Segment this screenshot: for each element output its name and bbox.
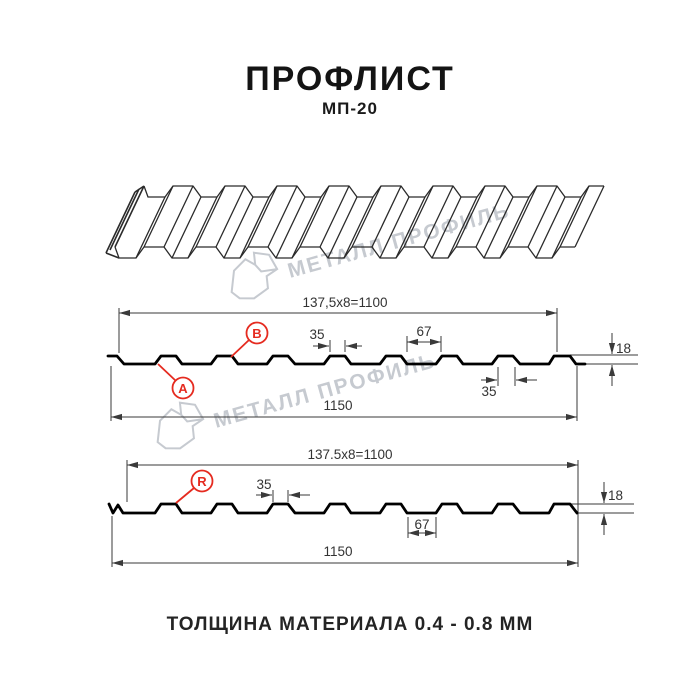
metall-profil-logo-icon [230,251,279,300]
profile-view-a: 137,5x8=1100 35 67 35 18 1150 [106,295,638,421]
profile-outline-a [106,354,587,366]
height-ref-lines [570,354,638,365]
callout-b: B [230,321,269,358]
dim-overall: 1150 [323,544,352,559]
dim-height: 18 [608,488,623,503]
dim-rib-top: 35 [256,477,271,492]
leader-line [230,339,250,358]
callout-r: R [175,469,214,504]
footer-note: ТОЛЩИНА МАТЕРИАЛА 0.4 - 0.8 ММ [166,614,534,635]
profile-outline-r [107,502,579,515]
height-ref-lines [570,503,634,514]
dim-rib-top: 35 [309,327,324,342]
dim-pitch: 137.5x8=1100 [308,447,393,462]
callout-circle [171,376,195,400]
leader-line [175,487,195,504]
sheet-3d-view [105,185,605,259]
metall-profil-logo-icon [156,401,205,450]
callout-circle [245,321,269,345]
dim-valley: 67 [414,517,429,532]
page-title: ПРОФЛИСТ [245,60,455,98]
label-r: R [197,474,207,489]
dim-overall: 1150 [323,398,352,413]
dim-rib-bottom: 35 [481,384,496,399]
leader-line [157,363,177,382]
profile-view-r: 137.5x8=1100 35 67 18 1150 R [107,447,634,567]
dim-valley: 67 [416,324,431,339]
dim-pitch: 137,5x8=1100 [303,295,388,310]
callout-a: A [157,363,195,400]
label-a: A [178,381,188,396]
sheet-left-cut-edge [105,185,145,259]
callout-circle [190,469,214,493]
page-subtitle: МП-20 [322,99,378,118]
sheet-rib-edges [135,185,605,259]
dim-height: 18 [616,341,631,356]
label-b: B [252,326,261,341]
